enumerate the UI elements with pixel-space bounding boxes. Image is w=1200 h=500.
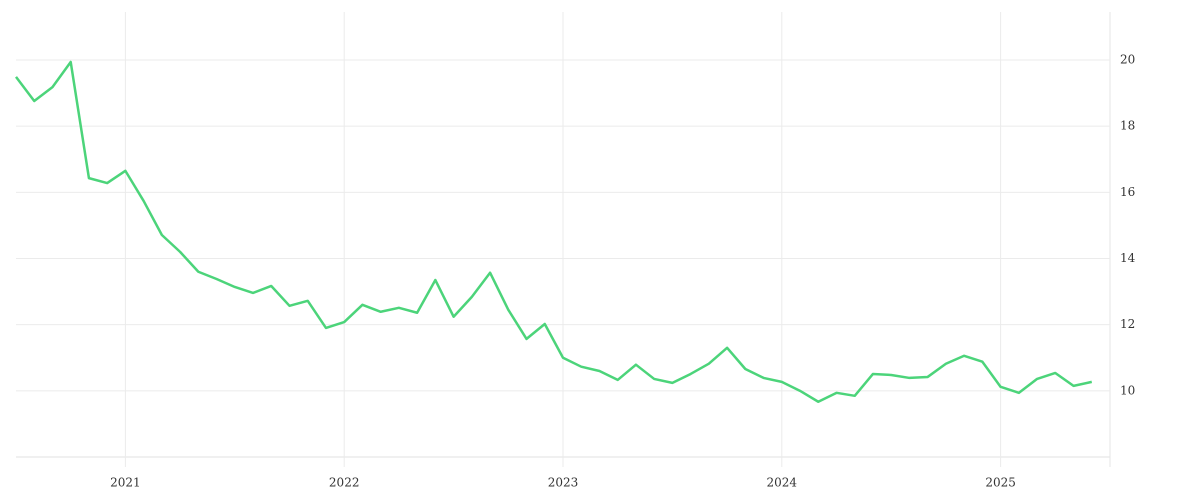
y-tick-label: 16 bbox=[1120, 185, 1135, 199]
x-tick-label: 2023 bbox=[548, 476, 579, 490]
data-line bbox=[15, 60, 1093, 403]
y-tick-label: 10 bbox=[1120, 383, 1135, 397]
y-tick-label: 12 bbox=[1120, 317, 1135, 331]
x-tick-label: 2025 bbox=[985, 476, 1016, 490]
x-tick-label: 2021 bbox=[110, 476, 141, 490]
y-tick-label: 18 bbox=[1120, 119, 1135, 133]
x-tick-label: 2024 bbox=[767, 476, 798, 490]
x-tick-label: 2022 bbox=[329, 476, 360, 490]
y-tick-label: 14 bbox=[1120, 251, 1136, 265]
y-tick-label: 20 bbox=[1120, 53, 1135, 67]
